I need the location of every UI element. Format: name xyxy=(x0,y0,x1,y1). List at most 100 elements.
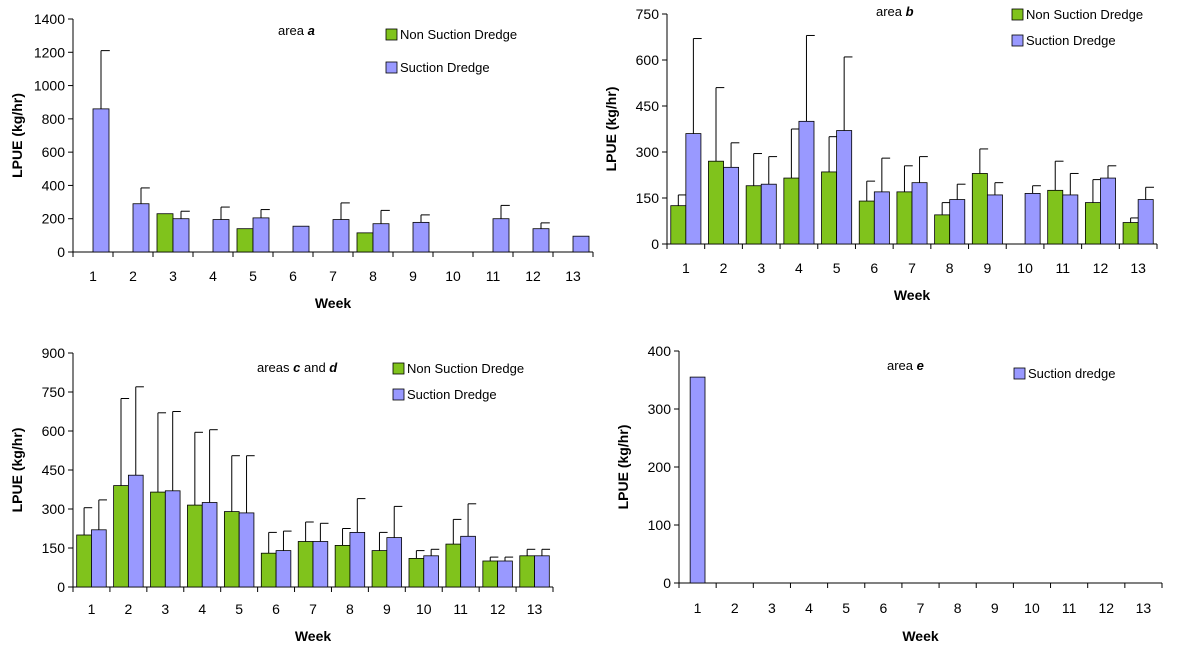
bar-non-suction-dredge-week-3 xyxy=(745,185,762,245)
bar-suction-dredge-week-9 xyxy=(386,537,403,588)
bar-suction-dredge-week-9 xyxy=(986,194,1003,245)
legend-swatch xyxy=(385,61,398,74)
legend-swatch xyxy=(1011,34,1024,47)
bar-non-suction-dredge-week-12 xyxy=(482,560,499,588)
y-tick-label: 750 xyxy=(636,6,660,22)
bar-non-suction-dredge-week-13 xyxy=(1122,222,1139,245)
bar-suction-dredge-week-10 xyxy=(1024,192,1041,245)
bar-suction-dredge-week-11 xyxy=(460,535,476,588)
legend-label: Suction Dredge xyxy=(400,60,490,75)
bar-non-suction-dredge-week-3 xyxy=(156,213,174,253)
x-tick-label: 7 xyxy=(917,600,925,616)
x-tick-label: 12 xyxy=(1098,600,1114,616)
chart-annotation: area b xyxy=(876,4,914,19)
bar-non-suction-dredge-week-8 xyxy=(356,232,374,253)
x-tick-label: 9 xyxy=(991,600,999,616)
x-tick-label: 4 xyxy=(209,268,217,284)
x-tick-label: 3 xyxy=(161,601,169,617)
bar-suction-dredge-week-6 xyxy=(275,550,292,588)
x-tick-label: 2 xyxy=(124,601,132,617)
chart-annotation: area a xyxy=(278,23,315,38)
x-tick-label: 5 xyxy=(235,601,243,617)
bar-suction-dredge-week-7 xyxy=(332,219,350,253)
bar-suction-dredge-week-5 xyxy=(238,512,255,588)
x-tick-label: 1 xyxy=(89,268,97,284)
bar-suction-dredge-week-6 xyxy=(873,191,890,245)
bar-suction-dredge-week-11 xyxy=(492,218,510,253)
x-tick-label: 11 xyxy=(486,268,501,284)
x-tick-label: 6 xyxy=(870,260,878,276)
y-tick-label: 400 xyxy=(648,343,672,359)
bar-suction-dredge-week-12 xyxy=(532,228,550,253)
x-tick-label: 8 xyxy=(369,268,377,284)
bar-non-suction-dredge-week-1 xyxy=(76,534,92,588)
x-axis-title: Week xyxy=(315,295,352,311)
x-axis-title: Week xyxy=(894,287,931,303)
x-tick-label: 1 xyxy=(694,600,702,616)
x-axis-title: Week xyxy=(295,628,332,644)
x-tick-label: 10 xyxy=(445,268,461,284)
x-tick-label: 6 xyxy=(289,268,297,284)
bar-non-suction-dredge-week-5 xyxy=(223,511,240,588)
bar-non-suction-dredge-week-4 xyxy=(783,177,800,245)
bar-suction-dredge-week-4 xyxy=(212,219,230,253)
bar-suction-dredge-week-1 xyxy=(685,133,702,245)
y-tick-label: 600 xyxy=(42,144,66,160)
bar-non-suction-dredge-week-12 xyxy=(1084,202,1101,245)
x-tick-label: 8 xyxy=(954,600,962,616)
x-tick-label: 6 xyxy=(272,601,280,617)
bar-suction-dredge-week-9 xyxy=(412,221,430,253)
bar-non-suction-dredge-week-1 xyxy=(670,205,687,245)
y-tick-label: 300 xyxy=(42,501,66,517)
x-tick-label: 10 xyxy=(416,601,432,617)
x-tick-label: 12 xyxy=(1093,260,1109,276)
y-tick-label: 750 xyxy=(42,384,66,400)
legend-label: Non Suction Dredge xyxy=(400,27,517,42)
x-tick-label: 11 xyxy=(453,601,468,617)
chart-annotation: areas c and d xyxy=(257,360,338,375)
y-tick-label: 100 xyxy=(648,517,672,533)
legend-swatch xyxy=(1013,367,1026,380)
bar-non-suction-dredge-week-9 xyxy=(371,550,388,588)
x-tick-label: 5 xyxy=(249,268,257,284)
bar-suction-dredge-week-10 xyxy=(423,555,439,588)
bar-non-suction-dredge-week-10 xyxy=(408,558,425,588)
x-tick-label: 2 xyxy=(720,260,728,276)
x-tick-label: 5 xyxy=(833,260,841,276)
bar-non-suction-dredge-week-11 xyxy=(1047,189,1064,245)
x-tick-label: 6 xyxy=(879,600,887,616)
y-axis-title: LPUE (kg/hr) xyxy=(603,87,619,172)
x-tick-label: 8 xyxy=(346,601,354,617)
x-tick-label: 13 xyxy=(565,268,581,284)
x-tick-label: 10 xyxy=(1024,600,1040,616)
bar-suction-dredge-week-8 xyxy=(372,223,390,253)
x-tick-label: 9 xyxy=(983,260,991,276)
bar-non-suction-dredge-week-8 xyxy=(934,214,951,245)
bar-non-suction-dredge-week-2 xyxy=(708,160,724,245)
bar-suction-dredge-week-12 xyxy=(497,560,513,588)
x-tick-label: 13 xyxy=(1130,260,1146,276)
bar-non-suction-dredge-week-6 xyxy=(260,552,277,588)
bar-suction-dredge-week-3 xyxy=(760,183,777,245)
bar-suction-dredge-week-3 xyxy=(172,218,190,253)
x-tick-label: 4 xyxy=(805,600,813,616)
bar-suction-dredge-week-4 xyxy=(798,120,815,245)
legend-label: Suction Dredge xyxy=(1026,33,1116,48)
bar-suction-dredge-week-7 xyxy=(312,541,329,588)
legend-label: Suction Dredge xyxy=(407,387,497,402)
bar-suction-dredge-week-2 xyxy=(132,203,150,253)
bar-suction-dredge-week-5 xyxy=(252,217,270,253)
x-tick-label: 12 xyxy=(525,268,541,284)
bar-suction-dredge-week-8 xyxy=(949,199,966,245)
x-tick-label: 2 xyxy=(731,600,739,616)
bar-non-suction-dredge-week-2 xyxy=(113,485,129,588)
bar-non-suction-dredge-week-4 xyxy=(187,504,203,588)
x-tick-label: 5 xyxy=(842,600,850,616)
x-tick-label: 13 xyxy=(1136,600,1152,616)
bar-non-suction-dredge-week-13 xyxy=(519,555,535,588)
bar-non-suction-dredge-week-5 xyxy=(236,228,254,253)
